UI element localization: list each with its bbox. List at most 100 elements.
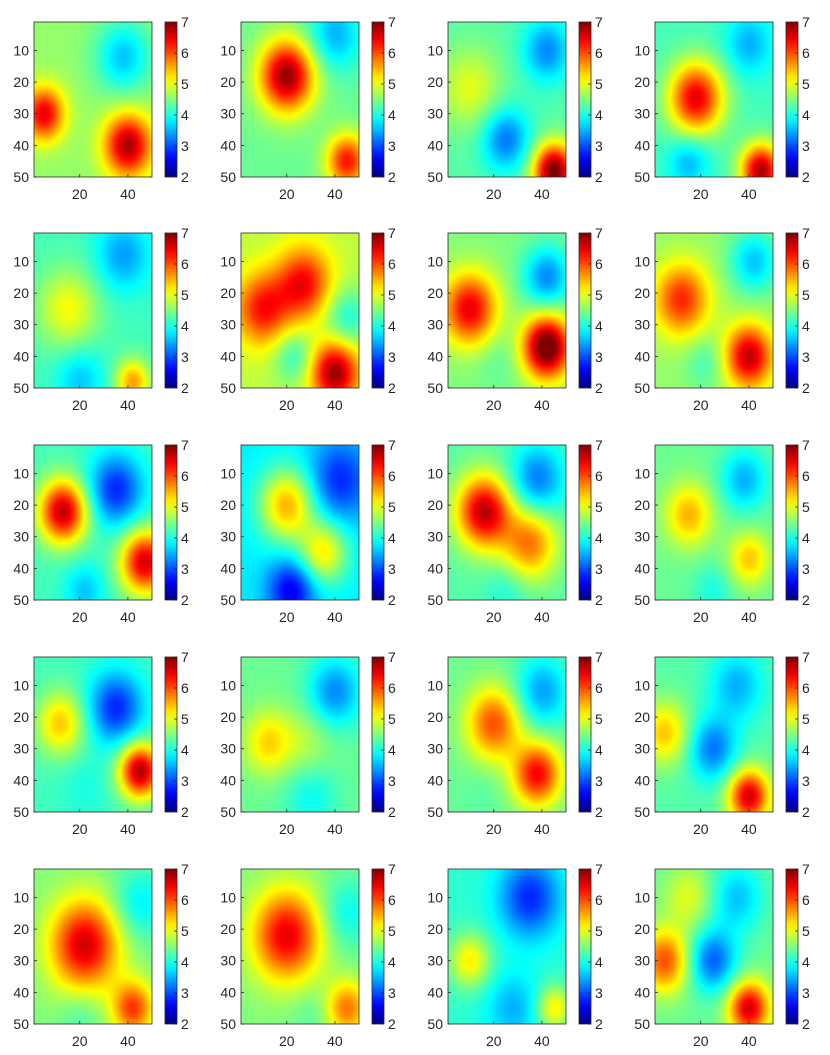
- x-tick-label: 40: [327, 186, 343, 202]
- colorbar-tick-label: 3: [802, 138, 810, 154]
- x-tick-label: 40: [120, 821, 136, 837]
- heatmap-image: [448, 445, 566, 600]
- y-tick-label: 20: [427, 74, 443, 90]
- y-tick-label: 10: [427, 889, 443, 905]
- y-tick-label: 50: [634, 380, 650, 396]
- colorbar-tick-label: 5: [802, 923, 810, 939]
- y-tick-label: 50: [634, 169, 650, 185]
- plot-frame: [654, 232, 774, 389]
- colorbar-tick-label: 3: [802, 773, 810, 789]
- heatmap-svg: 10 20 30 40 50 20 40 2 3 4 5 6 7: [427, 861, 603, 1049]
- y-tick-label: 40: [13, 772, 29, 788]
- colorbar-tick-label: 7: [802, 225, 810, 241]
- colorbar-tick-label: 3: [388, 773, 396, 789]
- y-tick-label: 50: [13, 169, 29, 185]
- y-tick-label: 10: [427, 253, 443, 269]
- heatmap-panel: 10 20 30 40 50 20 40 2 3 4 5 6 7: [621, 847, 828, 1055]
- x-tick-label: 20: [486, 609, 502, 625]
- y-tick-label: 50: [634, 1016, 650, 1032]
- heatmap-svg: 10 20 30 40 50 20 40 2 3 4 5 6 7: [220, 649, 396, 837]
- colorbar-tick-label: 6: [802, 680, 810, 696]
- heatmap-image: [34, 22, 152, 177]
- colorbar-tick-label: 4: [181, 318, 189, 334]
- heatmap-image: [655, 445, 773, 600]
- colorbar-tick-label: 2: [595, 380, 603, 396]
- y-tick-label: 30: [427, 953, 443, 969]
- heatmap-svg: 10 20 30 40 50 20 40 2 3 4 5 6 7: [13, 437, 189, 625]
- colorbar-tick-label: 6: [181, 45, 189, 61]
- y-tick-label: 10: [427, 677, 443, 693]
- x-tick-label: 40: [327, 1033, 343, 1049]
- colorbar-tick-label: 3: [802, 349, 810, 365]
- y-tick-label: 20: [427, 285, 443, 301]
- y-tick-label: 30: [13, 953, 29, 969]
- colorbar-tick-label: 3: [181, 561, 189, 577]
- x-tick-label: 20: [279, 821, 295, 837]
- plot-frame: [240, 444, 360, 601]
- y-tick-label: 40: [13, 348, 29, 364]
- plot-frame: [33, 21, 153, 178]
- y-tick-label: 10: [220, 42, 236, 58]
- colorbar-tick-label: 6: [181, 468, 189, 484]
- y-tick-label: 50: [13, 380, 29, 396]
- colorbar-tick-label: 3: [388, 349, 396, 365]
- plot-frame: [447, 21, 567, 178]
- colorbar: [785, 21, 799, 178]
- colorbar-tick-label: 3: [181, 985, 189, 1001]
- colorbar-tick-label: 6: [181, 680, 189, 696]
- colorbar-tick-label: 5: [388, 711, 396, 727]
- y-tick-label: 10: [634, 465, 650, 481]
- colorbar-tick-label: 3: [388, 985, 396, 1001]
- x-tick-label: 20: [279, 1033, 295, 1049]
- heatmap-svg: 10 20 30 40 50 20 40 2 3 4 5 6 7: [634, 14, 810, 202]
- heatmap-image: [241, 869, 359, 1024]
- y-tick-label: 40: [427, 984, 443, 1000]
- colorbar: [164, 868, 178, 1025]
- x-tick-label: 40: [120, 609, 136, 625]
- heatmap-svg: 10 20 30 40 50 20 40 2 3 4 5 6 7: [220, 861, 396, 1049]
- colorbar-tick-label: 4: [181, 954, 189, 970]
- colorbar-tick-label: 2: [802, 169, 810, 185]
- x-tick-label: 40: [327, 397, 343, 413]
- y-tick-label: 30: [13, 529, 29, 545]
- y-tick-label: 40: [13, 984, 29, 1000]
- x-tick-label: 20: [693, 609, 709, 625]
- x-tick-label: 40: [120, 1033, 136, 1049]
- y-tick-label: 10: [13, 42, 29, 58]
- y-tick-label: 40: [13, 560, 29, 576]
- colorbar-tick-label: 6: [802, 45, 810, 61]
- heatmap-panel: 10 20 30 40 50 20 40 2 3 4 5 6 7: [414, 423, 621, 631]
- x-tick-label: 40: [534, 1033, 550, 1049]
- colorbar: [164, 656, 178, 813]
- colorbar-tick-label: 6: [181, 892, 189, 908]
- plot-frame: [33, 232, 153, 389]
- heatmap-svg: 10 20 30 40 50 20 40 2 3 4 5 6 7: [220, 225, 396, 413]
- colorbar-tick-label: 2: [595, 804, 603, 820]
- colorbar-tick-label: 6: [595, 45, 603, 61]
- heatmap-panel: 10 20 30 40 50 20 40 2 3 4 5 6 7: [207, 847, 414, 1055]
- plot-frame: [654, 444, 774, 601]
- y-tick-label: 40: [427, 348, 443, 364]
- heatmap-svg: 10 20 30 40 50 20 40 2 3 4 5 6 7: [634, 225, 810, 413]
- colorbar-tick-label: 7: [802, 14, 810, 30]
- colorbar-tick-label: 2: [595, 1016, 603, 1032]
- y-tick-label: 10: [220, 465, 236, 481]
- y-tick-label: 10: [220, 889, 236, 905]
- plot-frame: [240, 656, 360, 813]
- y-tick-label: 20: [13, 497, 29, 513]
- colorbar: [164, 444, 178, 601]
- heatmap-svg: 10 20 30 40 50 20 40 2 3 4 5 6 7: [427, 649, 603, 837]
- colorbar-tick-label: 5: [802, 499, 810, 515]
- y-tick-label: 40: [634, 348, 650, 364]
- colorbar: [578, 656, 592, 813]
- colorbar-tick-label: 7: [595, 225, 603, 241]
- colorbar-tick-label: 6: [595, 892, 603, 908]
- colorbar-tick-label: 2: [181, 380, 189, 396]
- heatmap-image: [655, 233, 773, 388]
- heatmap-panel: 10 20 30 40 50 20 40 2 3 4 5 6 7: [207, 211, 414, 419]
- colorbar-tick-label: 7: [181, 14, 189, 30]
- colorbar: [785, 656, 799, 813]
- colorbar-tick-label: 2: [388, 804, 396, 820]
- x-tick-label: 20: [693, 1033, 709, 1049]
- heatmap-svg: 10 20 30 40 50 20 40 2 3 4 5 6 7: [427, 14, 603, 202]
